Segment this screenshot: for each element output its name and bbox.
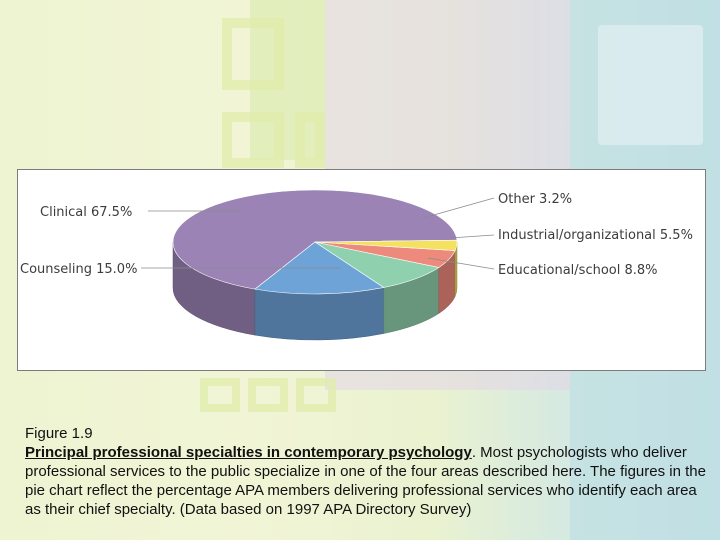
pie-label-industrial-organizational: Industrial/organizational 5.5% [498,228,693,243]
bg-square-4 [200,378,240,412]
pie-chart: Clinical 67.5% Counseling 15.0% Educationa… [20,189,693,341]
caption-body: . Most psychologists who deliver profess… [25,444,706,518]
pie-side-counseling [254,287,385,341]
pie-label-educational-school: Educational/school 8.8% [498,263,658,278]
pie-chart-panel: Clinical 67.5% Counseling 15.0% Educationa… [17,169,706,371]
pie-label-leader [422,197,495,219]
bg-square-3 [295,112,325,168]
bg-square-1 [222,18,284,90]
bg-square-6 [296,378,336,412]
bg-square-2 [222,112,284,168]
pie-label-other: Other 3.2% [498,192,572,207]
figure-caption: Figure 1.9 Principal professional specia… [25,424,715,519]
caption-text: Principal professional specialties in co… [25,443,715,519]
pie-label-counseling: Counseling 15.0% [20,262,137,277]
pie-label-leader [449,234,495,239]
bg-square-5 [248,378,288,412]
pie-label-clinical: Clinical 67.5% [40,205,132,220]
caption-title: Principal professional specialties in co… [25,444,472,461]
figure-label: Figure 1.9 [25,425,93,442]
pie-label-leader [427,257,495,270]
bg-photo-faded [598,25,703,145]
pie-slice-other [314,239,458,251]
